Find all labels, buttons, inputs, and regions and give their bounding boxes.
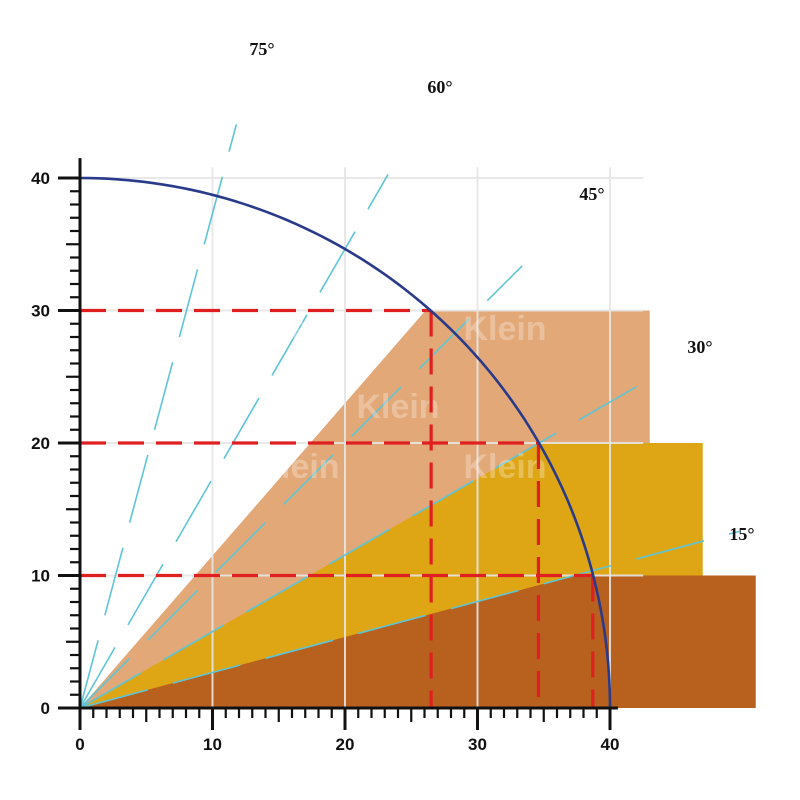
watermark-text: Klein	[256, 448, 339, 486]
x-tick-label-20: 20	[336, 735, 355, 754]
x-tick-label-10: 10	[203, 735, 222, 754]
x-tick-label-0: 0	[75, 735, 84, 754]
x-tick-label-40: 40	[601, 735, 620, 754]
angle-ray-45	[79, 265, 523, 709]
y-tick-label-40: 40	[31, 169, 50, 188]
angle-label-75: 75°	[249, 39, 274, 59]
y-tick-label-0: 0	[41, 699, 50, 718]
angle-ray-75	[79, 124, 238, 709]
watermark-text: Klein	[356, 388, 439, 426]
angle-ray-15	[79, 530, 740, 709]
marker-lines-layer	[80, 308, 595, 708]
arc-layer	[79, 176, 612, 709]
angle-label-15: 15°	[729, 524, 754, 544]
angle-label-30: 30°	[687, 337, 712, 357]
angle-ray-60	[79, 174, 389, 709]
y-tick-label-30: 30	[31, 302, 50, 321]
watermark-text: Klein	[463, 448, 546, 486]
angle-ray-30	[79, 385, 637, 709]
range-arc	[79, 176, 612, 709]
y-tick-label-10: 10	[31, 567, 50, 586]
labels-layer: 75° 60° 45° 30° 15° 0 10 20 30 40 0 10 20 30 40	[31, 39, 755, 754]
watermark-text: Klein	[256, 310, 339, 348]
watermark-text: Klein	[463, 310, 546, 348]
y-tick-label-20: 20	[31, 434, 50, 453]
angle-rays-layer	[79, 124, 740, 709]
watermark-layer: Klein Klein Klein Klein Klein	[256, 310, 546, 486]
angle-label-60: 60°	[427, 77, 452, 97]
region-10	[80, 575, 756, 708]
regions-layer	[80, 310, 756, 708]
axes-layer	[58, 158, 618, 730]
x-tick-label-30: 30	[468, 735, 487, 754]
angle-label-45: 45°	[579, 184, 604, 204]
